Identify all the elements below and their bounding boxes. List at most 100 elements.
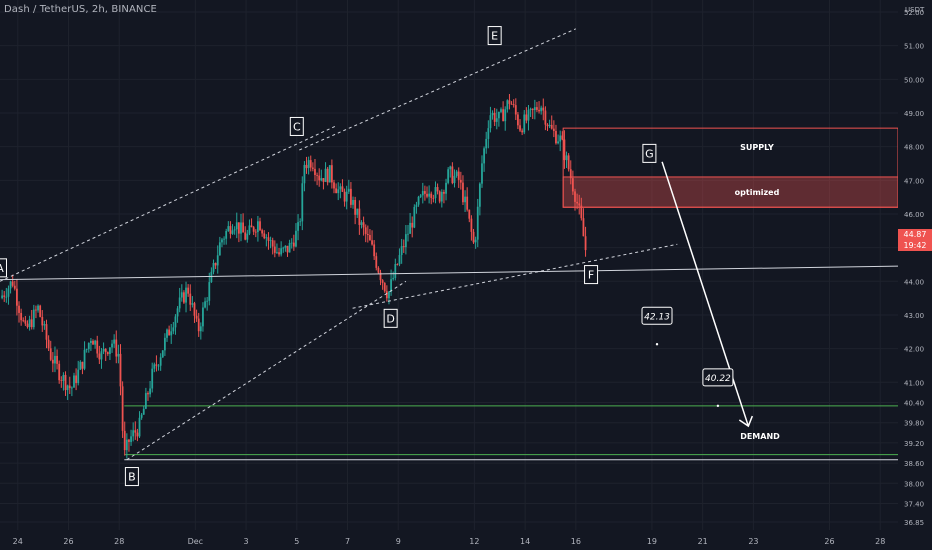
candle-body: [280, 248, 283, 255]
candle-body: [26, 323, 29, 328]
candle-body: [170, 331, 173, 336]
candle-body: [276, 252, 278, 254]
candle-body: [119, 353, 122, 387]
candle-body: [136, 432, 139, 437]
candle-body: [495, 118, 498, 122]
candle-body: [244, 232, 247, 240]
candle-body: [314, 168, 316, 176]
candle-body: [514, 105, 517, 115]
candle-body: [292, 242, 295, 247]
candle-body: [413, 206, 416, 228]
candle-body: [49, 348, 52, 360]
x-tick-label: 28: [875, 537, 885, 546]
candle-body: [147, 393, 149, 395]
candle-body: [345, 191, 348, 202]
candle-body: [563, 139, 566, 161]
wave-label-box: [383, 308, 398, 328]
y-tick-label: 39.80: [904, 420, 924, 428]
y-tick-label: 47.00: [904, 177, 924, 185]
candle-body: [352, 200, 354, 205]
candle-body: [117, 353, 120, 357]
candle-body: [144, 393, 147, 409]
candle-body: [491, 112, 494, 116]
candle-body: [470, 218, 473, 232]
candle-body: [87, 342, 90, 350]
y-tick-label: 49.00: [904, 110, 924, 118]
candle-body: [506, 100, 509, 110]
candle-body: [538, 109, 540, 112]
candle-body: [16, 288, 18, 306]
candle-body: [364, 227, 367, 234]
candle-body: [81, 361, 84, 369]
candle-body: [159, 357, 162, 366]
candle-body: [166, 329, 168, 338]
wave-label-box: [289, 116, 304, 136]
candle-body: [561, 135, 564, 140]
candle-body: [115, 339, 118, 357]
candle-body: [504, 109, 507, 122]
candle-body: [438, 191, 441, 202]
candle-body: [60, 380, 63, 382]
candle-body: [85, 349, 88, 350]
candle-body: [45, 324, 48, 340]
candle-body: [106, 352, 109, 354]
candle-body: [51, 359, 54, 364]
candle-body: [305, 164, 308, 169]
neckline: [0, 265, 899, 281]
candle-body: [371, 240, 373, 245]
lower-channel-line-2: [352, 243, 678, 309]
x-tick-label: 19: [647, 537, 657, 546]
candle-body: [153, 364, 156, 369]
candle-body: [3, 295, 6, 297]
candle-body: [130, 436, 132, 442]
candle-body: [341, 186, 344, 192]
candle-body: [457, 171, 460, 180]
x-tick-label: 26: [824, 537, 834, 546]
candle-body: [584, 236, 587, 251]
candle-body: [68, 385, 71, 389]
candle-body: [540, 107, 543, 112]
candle-body: [324, 168, 327, 182]
candle-body: [525, 114, 528, 121]
y-tick-label: 40.40: [904, 399, 924, 407]
candle-body: [354, 200, 357, 215]
candle-body: [510, 103, 513, 105]
candle-body: [472, 231, 475, 243]
candle-body: [434, 187, 437, 199]
candle-body: [161, 350, 164, 358]
wave-label-box: [642, 143, 657, 163]
x-tick-label: 23: [748, 537, 758, 546]
candle-body: [531, 108, 534, 111]
y-tick-label: 43.00: [904, 312, 924, 320]
candle-body: [440, 191, 443, 202]
candle-body: [582, 218, 585, 237]
candle-body: [202, 307, 204, 327]
y-tick-label: 39.20: [904, 440, 924, 448]
target-point: [716, 404, 720, 408]
candle-body: [43, 324, 46, 326]
candle-body: [288, 243, 291, 253]
candle-body: [265, 237, 268, 239]
candle-body: [113, 339, 116, 344]
candle-body: [229, 226, 232, 234]
candle-body: [237, 222, 240, 234]
candle-body: [242, 222, 245, 233]
wave-label-box: [487, 26, 502, 46]
optimized-label: optimized: [735, 188, 780, 197]
candle-body: [350, 188, 352, 205]
candle-body: [212, 262, 215, 272]
candle-body: [388, 291, 390, 299]
candle-body: [476, 206, 479, 240]
target-label: 40.22: [705, 374, 731, 384]
candle-body: [132, 430, 135, 437]
time-axis[interactable]: 24 26 28 Dec 3 5 7 9 12 14 16 19 21 23 26 28: [0, 530, 932, 550]
x-tick-label: 21: [698, 537, 708, 546]
candle-body: [369, 235, 371, 241]
projection-arrow: [661, 161, 750, 427]
candle-body: [208, 282, 211, 301]
target-callout: [641, 306, 673, 325]
candle-body: [328, 165, 331, 183]
x-tick-label: 28: [114, 537, 124, 546]
